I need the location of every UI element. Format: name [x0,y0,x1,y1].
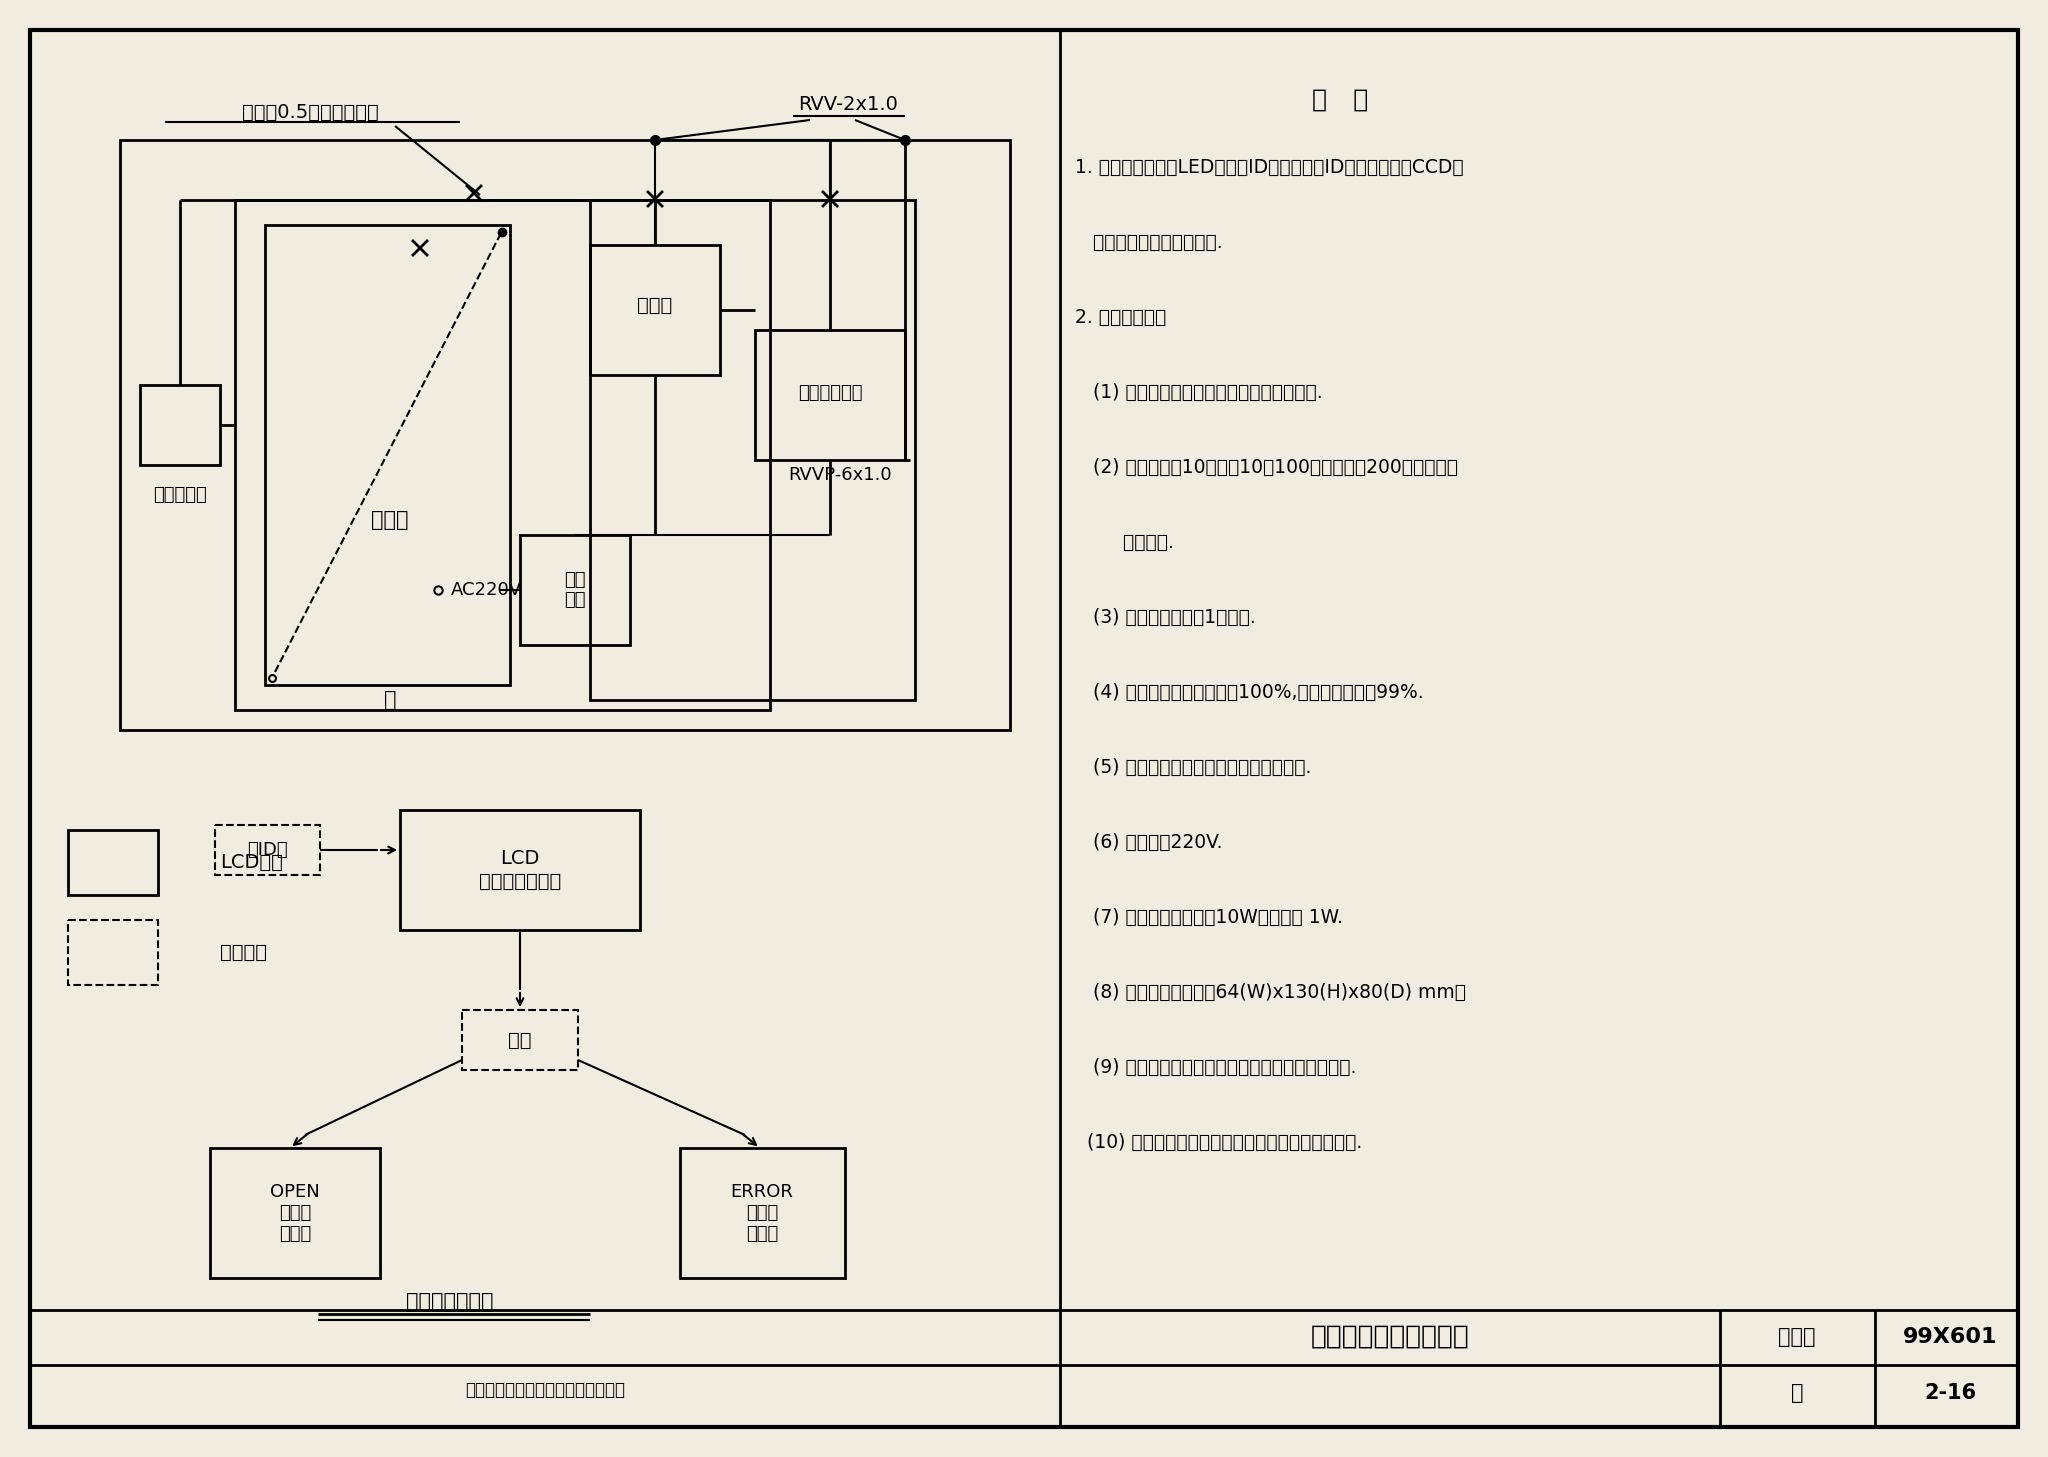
Text: (9) 安装方式：操作盒为埋入墙壁式或墙壁悬挂式.: (9) 安装方式：操作盒为埋入墙壁式或墙壁悬挂式. [1075,1058,1356,1077]
Text: (2) 指纹登记数10人以下10人100人，可增至200人，各种规: (2) 指纹登记数10人以下10人100人，可增至200人，各种规 [1075,457,1458,476]
Bar [236,200,770,710]
Text: LCD显示: LCD显示 [219,852,283,871]
Text: 审核沈琦副教授郑邦兴电气设计亮光: 审核沈琦副教授郑邦兴电气设计亮光 [465,1381,625,1399]
Text: (7) 输入功率：工作时10W，待机时 1W.: (7) 输入功率：工作时10W，待机时 1W. [1075,908,1343,927]
Text: 电子锁控制器: 电子锁控制器 [799,385,862,402]
Text: RVVP-6x1.0: RVVP-6x1.0 [788,466,891,484]
Text: (1) 指纹登记，指纹识别，识别结果的输出.: (1) 指纹登记，指纹识别，识别结果的输出. [1075,383,1323,402]
Text: (8) 操作盒外形尺寸：64(W)x130(H)x80(D) mm，: (8) 操作盒外形尺寸：64(W)x130(H)x80(D) mm， [1075,983,1466,1002]
Text: 按指: 按指 [508,1030,532,1049]
Text: 1. 操作盒面板设有LED显示，ID号码显示，ID号码选择按钮CCD指: 1. 操作盒面板设有LED显示，ID号码显示，ID号码选择按钮CCD指 [1075,157,1464,176]
Text: 电子锁: 电子锁 [371,510,410,530]
Bar [211,1148,381,1278]
Text: AC220V: AC220V [451,581,522,599]
Bar [68,919,158,985]
Text: (4) 识别精度：他人排除率100%,本人识别率大于99%.: (4) 识别精度：他人排除率100%,本人识别率大于99%. [1075,683,1423,702]
Text: 电源
装置: 电源 装置 [565,571,586,609]
Text: 页: 页 [1790,1383,1802,1403]
Bar [399,810,639,930]
Text: RVV-2x1.0: RVV-2x1.0 [799,96,897,115]
Bar [520,535,631,645]
Text: 四芯（0.5）对绞屏蔽线: 四芯（0.5）对绞屏蔽线 [242,102,379,121]
Text: 图集号: 图集号 [1778,1327,1817,1348]
Bar [590,245,721,374]
Text: (5) 连接方式：由无电压接点控制电子锁.: (5) 连接方式：由无电压接点控制电子锁. [1075,758,1311,777]
Text: OPEN
绿灯亮
请通过: OPEN 绿灯亮 请通过 [270,1183,319,1243]
Text: 纹读取窗口，门铃按钮等.: 纹读取窗口，门铃按钮等. [1075,233,1223,252]
Text: 99X601: 99X601 [1903,1327,1997,1348]
Bar [139,385,219,465]
Text: 控制盒: 控制盒 [637,296,672,315]
Bar [756,329,905,460]
Text: 指纹操作盒框图: 指纹操作盒框图 [406,1292,494,1311]
Text: 2-16: 2-16 [1923,1383,1976,1403]
Bar [590,200,915,699]
Text: 指纹操作盒: 指纹操作盒 [154,487,207,504]
Text: (6) 电源：～220V.: (6) 电源：～220V. [1075,833,1223,852]
Bar [68,830,158,895]
Text: 2. 性能及指标：: 2. 性能及指标： [1075,307,1165,326]
Bar [680,1148,846,1278]
Text: 出入口指纹识别系统图: 出入口指纹识别系统图 [1311,1324,1468,1351]
Text: (10) 该系统可单机运行，也可以与系统计算机联网.: (10) 该系统可单机运行，也可以与系统计算机联网. [1075,1134,1362,1152]
Text: 按ID钮: 按ID钮 [246,841,287,860]
Text: 格供选用.: 格供选用. [1075,533,1174,552]
Text: 门: 门 [383,691,395,710]
Text: LCD
显示个人管理号: LCD 显示个人管理号 [479,849,561,890]
Bar [215,825,319,876]
Text: (3) 识别时间：小于1秒／人.: (3) 识别时间：小于1秒／人. [1075,608,1255,627]
Text: ERROR
红灯亮
不通过: ERROR 红灯亮 不通过 [731,1183,793,1243]
Text: 用户操作: 用户操作 [219,943,266,962]
Bar [463,1010,578,1069]
Text: 说   明: 说 明 [1313,87,1368,112]
Bar [121,140,1010,730]
Bar [264,224,510,685]
